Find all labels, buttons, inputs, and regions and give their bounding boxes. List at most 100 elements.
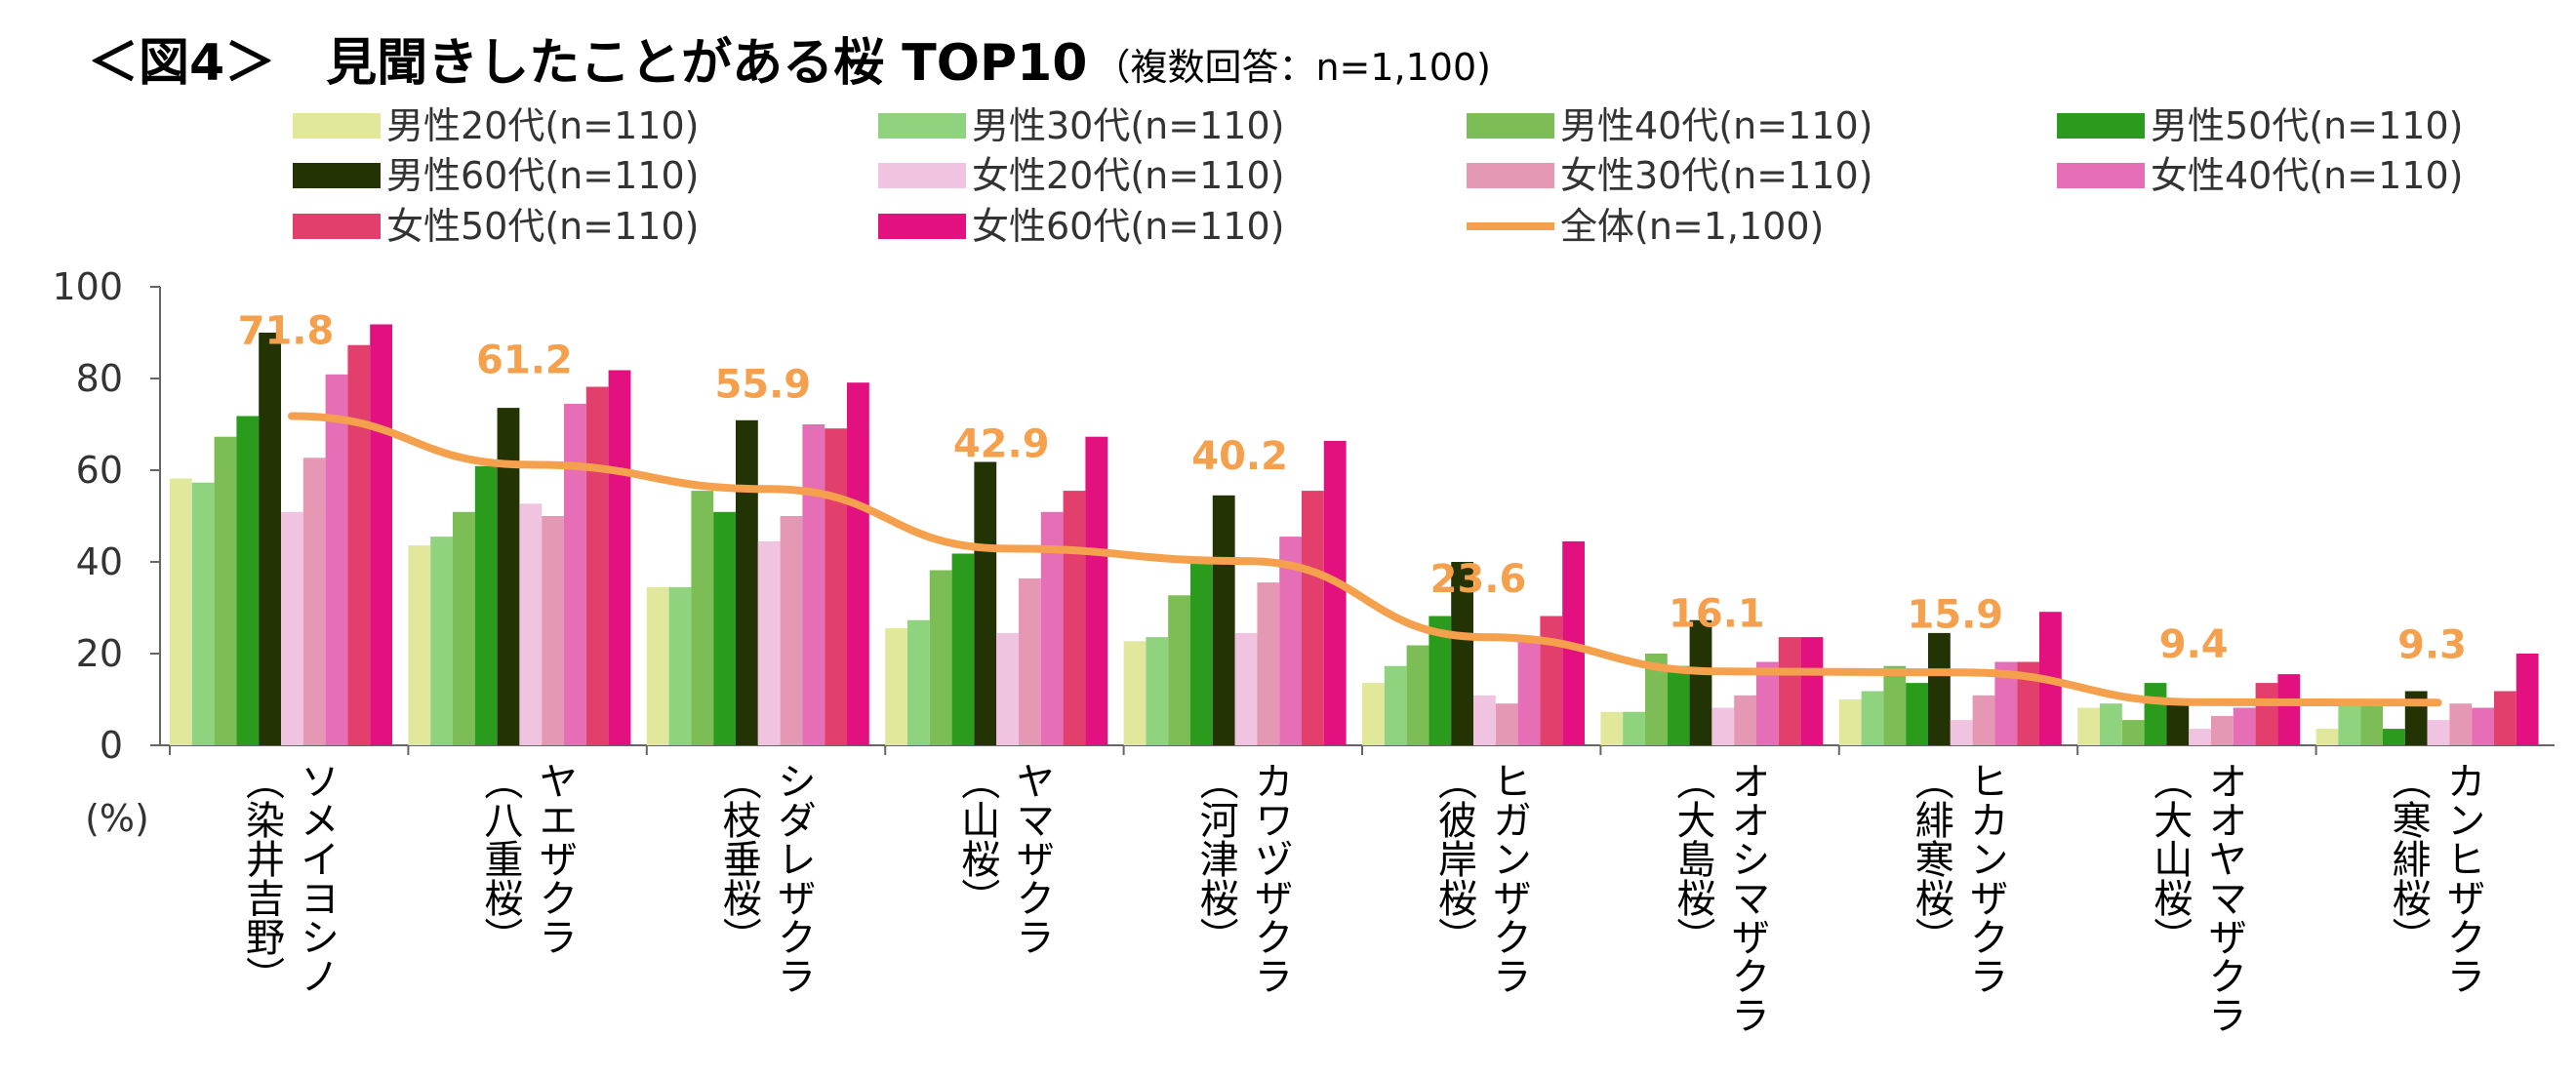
bar-series8-cat10 bbox=[2472, 707, 2494, 745]
chart-subtitle: （複数回答：n=1,100) bbox=[1093, 46, 1491, 89]
bar-series7-cat8 bbox=[1972, 695, 1995, 745]
bar-series10-cat2 bbox=[608, 370, 631, 745]
bar-series5-cat1 bbox=[259, 333, 281, 745]
y-tick-label: 0 bbox=[100, 724, 123, 767]
x-label-name: オオシマザクラ bbox=[1724, 761, 1769, 1034]
x-label-name: カンヒザクラ bbox=[2440, 761, 2485, 995]
bar-series10-cat4 bbox=[1085, 436, 1108, 745]
bar-series8-cat7 bbox=[1756, 661, 1779, 745]
chart-title-main: ＜図4＞ 見聞きしたことがある桜 TOP10 bbox=[88, 34, 1088, 93]
x-label-kanji: （八重桜） bbox=[477, 761, 523, 956]
bar-series8-cat8 bbox=[1994, 661, 2018, 745]
bar-series1-cat5 bbox=[1123, 641, 1147, 745]
bar-series8-cat1 bbox=[325, 374, 348, 745]
bar-series5-cat7 bbox=[1689, 619, 1712, 745]
total-data-label: 55.9 bbox=[714, 362, 811, 407]
legend-label-total: 全体(n=1,100) bbox=[1560, 205, 1824, 248]
bar-series8-cat2 bbox=[564, 403, 586, 745]
bar-series4-cat6 bbox=[1429, 616, 1452, 745]
bar-series10-cat3 bbox=[847, 382, 869, 745]
bar-series2-cat2 bbox=[430, 537, 453, 745]
bar-series10-cat10 bbox=[2516, 654, 2539, 745]
bar-series1-cat7 bbox=[1600, 711, 1624, 745]
bar-series5-cat8 bbox=[1928, 632, 1951, 745]
x-label-kanji: （山桜） bbox=[954, 761, 1000, 917]
x-label-kanji: （大山桜） bbox=[2147, 761, 2193, 956]
bar-series7-cat2 bbox=[542, 516, 564, 745]
y-tick-label: 100 bbox=[52, 265, 123, 308]
legend-label-7: 女性30代(n=110) bbox=[1560, 154, 1872, 197]
bar-series3-cat10 bbox=[2360, 699, 2383, 745]
bar-series3-cat1 bbox=[214, 436, 237, 745]
legend-label-9: 女性50代(n=110) bbox=[386, 205, 699, 248]
x-label-kanji: （寒緋桜） bbox=[2386, 761, 2432, 956]
bar-series9-cat2 bbox=[585, 386, 609, 745]
bar-series10-cat9 bbox=[2277, 674, 2301, 745]
x-label-kanji: （緋寒桜） bbox=[1909, 761, 1954, 956]
bar-series2-cat6 bbox=[1384, 665, 1407, 745]
x-label-name: シダレザクラ bbox=[771, 761, 816, 995]
bar-series4-cat8 bbox=[1906, 683, 1928, 745]
bar-series1-cat10 bbox=[2315, 729, 2339, 745]
bar-series1-cat6 bbox=[1362, 683, 1385, 745]
bar-series4-cat9 bbox=[2144, 683, 2167, 745]
legend-label-4: 男性50代(n=110) bbox=[2151, 104, 2463, 147]
chart-legend: 男性20代(n=110) 男性30代(n=110) 男性40代(n=110) 男性50… bbox=[293, 104, 2463, 248]
bar-series4-cat1 bbox=[236, 416, 260, 745]
bar-series6-cat9 bbox=[2189, 729, 2211, 745]
x-label-name: ヤマザクラ bbox=[1009, 761, 1054, 956]
bar-series6-cat4 bbox=[996, 632, 1019, 745]
x-label-name: ソメイヨシノ bbox=[294, 761, 339, 995]
bar-series8-cat6 bbox=[1517, 637, 1541, 745]
bar-series5-cat3 bbox=[736, 419, 758, 745]
legend-swatch-2 bbox=[878, 113, 966, 139]
bar-series8-cat9 bbox=[2233, 707, 2256, 745]
bar-series7-cat1 bbox=[302, 458, 326, 745]
bar-series9-cat4 bbox=[1063, 491, 1086, 745]
total-data-label: 16.1 bbox=[1669, 591, 1765, 636]
bar-series4-cat4 bbox=[951, 553, 975, 745]
bar-series5-cat9 bbox=[2166, 703, 2190, 745]
x-axis-labels: ソメイヨシノ（染井吉野） ヤエザクラ（八重桜） シダレザクラ（枝垂桜） ヤマザクラ（山… bbox=[239, 761, 2485, 1034]
bar-series2-cat5 bbox=[1146, 637, 1169, 745]
legend-swatch-9 bbox=[293, 214, 381, 239]
legend-swatch-7 bbox=[1467, 163, 1554, 188]
legend-swatch-1 bbox=[293, 113, 381, 139]
bar-series6-cat7 bbox=[1711, 707, 1735, 745]
legend-label-6: 女性20代(n=110) bbox=[972, 154, 1284, 197]
bar-series1-cat2 bbox=[408, 545, 431, 745]
bar-series6-cat1 bbox=[281, 511, 303, 745]
total-data-label: 71.8 bbox=[238, 309, 335, 354]
y-tick-label: 40 bbox=[76, 540, 123, 583]
bar-series3-cat9 bbox=[2121, 720, 2145, 745]
bar-series9-cat3 bbox=[825, 428, 847, 745]
bar-series6-cat3 bbox=[757, 540, 781, 745]
bar-series4-cat10 bbox=[2383, 729, 2405, 745]
legend-label-3: 男性40代(n=110) bbox=[1560, 104, 1872, 147]
bar-series1-cat9 bbox=[2077, 707, 2100, 745]
bar-series7-cat7 bbox=[1734, 695, 1756, 745]
x-label-kanji: （大島桜） bbox=[1670, 761, 1715, 956]
bar-series7-cat10 bbox=[2449, 703, 2473, 745]
legend-swatch-6 bbox=[878, 163, 966, 188]
bar-series4-cat2 bbox=[474, 465, 498, 745]
bar-series2-cat10 bbox=[2338, 699, 2361, 745]
bar-series2-cat7 bbox=[1623, 711, 1645, 745]
bar-series6-cat10 bbox=[2427, 720, 2450, 745]
bar-series9-cat1 bbox=[347, 344, 371, 745]
bar-series8-cat5 bbox=[1279, 537, 1302, 745]
bar-series3-cat6 bbox=[1406, 645, 1429, 745]
legend-label-1: 男性20代(n=110) bbox=[386, 104, 699, 147]
x-label-kanji: （枝垂桜） bbox=[716, 761, 762, 956]
bar-series1-cat8 bbox=[1838, 699, 1862, 745]
legend-swatch-3 bbox=[1467, 113, 1554, 139]
bar-series7-cat6 bbox=[1495, 703, 1518, 745]
bar-series3-cat2 bbox=[453, 511, 475, 745]
bar-series3-cat3 bbox=[691, 491, 714, 745]
bar-series9-cat9 bbox=[2255, 683, 2278, 745]
bar-series3-cat7 bbox=[1645, 654, 1668, 745]
total-data-label: 15.9 bbox=[1907, 592, 2003, 637]
total-data-label: 23.6 bbox=[1430, 557, 1527, 602]
legend-label-8: 女性40代(n=110) bbox=[2151, 154, 2463, 197]
bar-series9-cat8 bbox=[2017, 661, 2039, 745]
